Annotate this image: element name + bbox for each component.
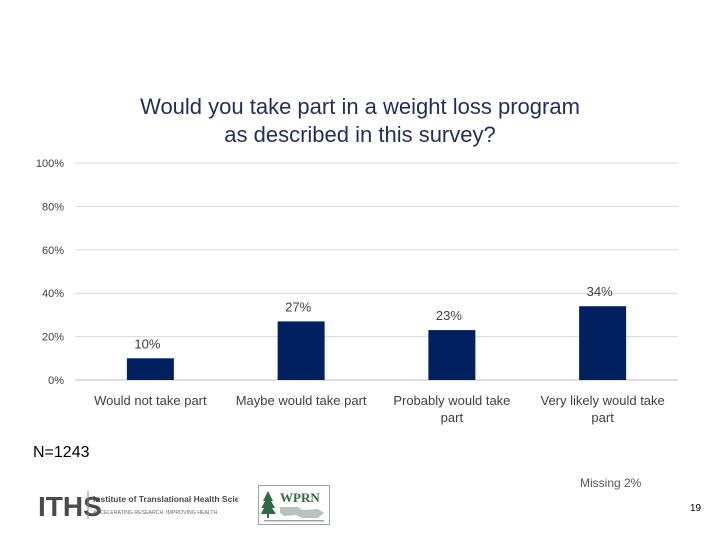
wprn-logo: WPRN: [258, 485, 330, 525]
iths-logo: ITHS Institute of Translational Health S…: [38, 491, 238, 522]
x-tick-label: Would not take part: [94, 393, 207, 408]
y-tick-label: 80%: [42, 201, 64, 213]
slide-number: 19: [690, 503, 702, 514]
x-tick-label: Very likely would take part: [540, 393, 664, 425]
x-tick-label-line: Maybe would take part: [236, 393, 367, 408]
tree-icon: [260, 491, 276, 518]
wprn-logo-mark: WPRN: [280, 490, 320, 505]
wprn-logo-underline: [264, 520, 324, 522]
bar: [277, 321, 325, 380]
x-tick-label-line: part: [441, 410, 464, 425]
data-label: 34%: [587, 284, 613, 299]
chart-title: Would you take part in a weight loss pro…: [60, 93, 660, 149]
x-tick-label-line: part: [591, 410, 614, 425]
y-tick-label: 100%: [36, 158, 64, 170]
data-label: 23%: [436, 308, 462, 323]
iths-logo-tagline: ACCELERATING RESEARCH. IMPROVING HEALTH.: [93, 510, 219, 516]
y-tick-label: 60%: [42, 245, 64, 257]
x-tick-label-line: Probably would take: [393, 393, 510, 408]
x-tick-label: Maybe would take part: [236, 393, 367, 408]
sample-size-label: N=1243: [33, 444, 90, 461]
y-tick-label: 0%: [48, 375, 64, 387]
bar: [428, 330, 476, 380]
data-label: 10%: [134, 336, 160, 351]
y-tick-label: 20%: [42, 332, 64, 344]
chart-title-line-1: Would you take part in a weight loss pro…: [140, 94, 580, 119]
region-map-icon: [280, 507, 324, 518]
missing-note: Missing 2%: [580, 476, 642, 490]
iths-logo-name: Institute of Translational Health Scienc…: [93, 494, 238, 504]
bar: [126, 358, 174, 380]
iths-logo-mark: ITHS: [38, 491, 102, 522]
x-tick-label-line: Very likely would take: [540, 393, 664, 408]
x-tick-label: Probably would take part: [393, 393, 510, 425]
data-label: 27%: [285, 299, 311, 314]
x-tick-label-line: Would not take part: [94, 393, 207, 408]
bar: [579, 306, 627, 380]
y-tick-label: 40%: [42, 288, 64, 300]
chart-title-line-2: as described in this survey?: [224, 122, 496, 147]
